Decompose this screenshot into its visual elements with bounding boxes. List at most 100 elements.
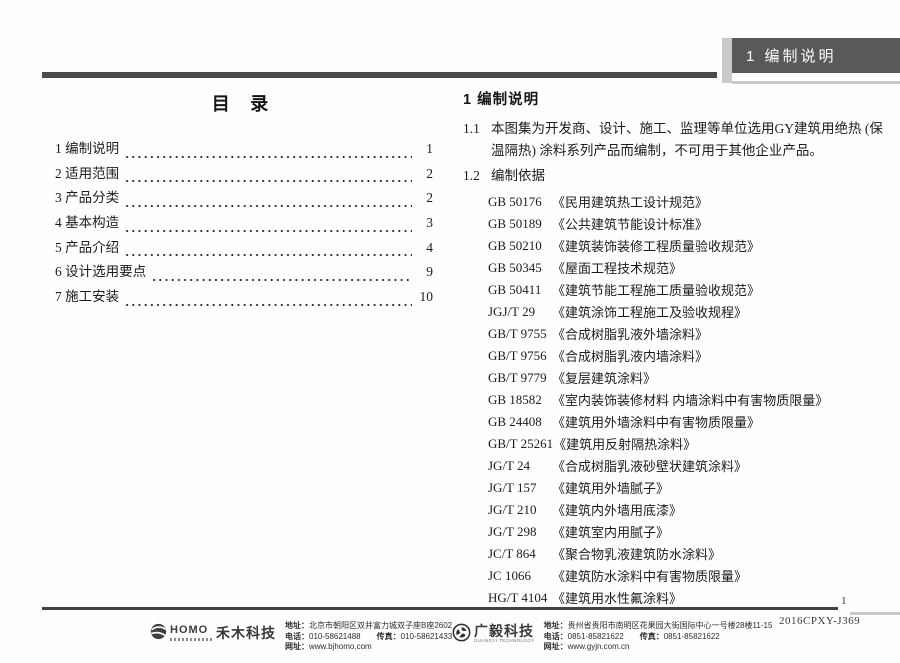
section-heading: 1 编制说明 [463, 92, 540, 108]
standard-title: 《建筑节能工程施工质量验收规范》 [552, 283, 761, 298]
toc-dot-leader [124, 148, 412, 162]
website-line: 网址：www.bjhomo.com [285, 642, 452, 653]
homo-logo-tagline [170, 638, 212, 641]
standard-title: 《公共建筑节能设计标准》 [552, 217, 709, 232]
toc-item: 4 基本构造 3 [55, 211, 433, 236]
toc-item-label: 6 设计选用要点 [55, 264, 147, 280]
standard-title: 《复层建筑涂料》 [552, 371, 657, 386]
standard-row: GB 50210 《建筑装饰装修工程质量验收规范》 [488, 235, 888, 257]
standard-row: HG/T 4104 《建筑用水性氟涂料》 [488, 587, 888, 609]
clause-1-1: 1.1 本图集为开发商、设计、施工、监理等单位选用GY建筑用绝热 (保温隔热) … [463, 118, 888, 161]
guangyi-logo: 广毅科技 GUANGYI TECHNOLOGY [452, 621, 535, 647]
toc-item-page: 10 [419, 289, 434, 305]
address-label: 地址： [543, 621, 568, 630]
toc-item-label: 1 编制说明 [55, 141, 120, 156]
footer-divider-rule [42, 607, 838, 610]
standard-code: JGJ/T 29 [488, 303, 536, 319]
standard-title: 《合成树脂乳液内墙涂料》 [552, 349, 709, 364]
standard-code: JC/T 864 [488, 545, 536, 561]
website-line: 网址：www.gyjn.com.cn [544, 642, 773, 653]
phone-fax-line: 电话：010-58621488 传真：010-58621433 [285, 632, 452, 643]
footer-company-guangyi: 广毅科技 GUANGYI TECHNOLOGY 地址：贵州省贵阳市南明区花果园大… [452, 621, 772, 653]
standard-code: GB 24408 [488, 413, 542, 429]
standard-row: JC/T 864 《聚合物乳液建筑防水涂料》 [488, 543, 888, 565]
standard-row: GB/T 9756 《合成树脂乳液内墙涂料》 [488, 345, 888, 367]
fax-label: 传真： [376, 631, 401, 641]
standard-code: HG/T 4104 [488, 589, 548, 605]
standard-title: 《屋面工程技术规范》 [552, 261, 683, 276]
guangyi-logo-caption: GUANGYI TECHNOLOGY [474, 638, 535, 644]
top-divider-rule-shadow [732, 81, 900, 84]
clause-text: 本图集为开发商、设计、施工、监理等单位选用GY建筑用绝热 (保温隔热) 涂料系列… [491, 121, 883, 158]
standard-row: GB/T 9779 《复层建筑涂料》 [488, 367, 888, 389]
address-value: 贵州省贵阳市南明区花果园大街国际中心一号楼28楼11-15 [567, 621, 773, 630]
standard-title: 《建筑用反射隔热涂料》 [553, 437, 697, 452]
homo-wordmark: HOMO [170, 625, 212, 641]
standard-code: GB/T 9756 [488, 347, 547, 363]
fax-value: 0851-85821622 [663, 631, 720, 641]
toc-item-label: 7 施工安装 [55, 289, 120, 305]
toc-item-page: 3 [426, 215, 433, 231]
fax-value: 010-58621433 [400, 631, 453, 641]
standard-row: JG/T 210 《建筑内外墙用底漆》 [488, 499, 888, 521]
standard-row: JG/T 298 《建筑室内用腻子》 [488, 521, 888, 543]
standard-code: GB 50189 [488, 215, 542, 231]
address-value: 北京市朝阳区双井富力城双子座B座2602 [309, 621, 453, 630]
guangyi-swirl-icon [452, 623, 471, 647]
website-value: www.gyjn.com.cn [567, 642, 630, 651]
phone-value: 0851-85821622 [567, 631, 624, 641]
homo-globe-icon [150, 623, 167, 645]
standard-title: 《室内装饰装修材料 内墙涂料中有害物质限量》 [552, 393, 829, 408]
toc-item: 5 产品介绍 4 [55, 236, 433, 261]
standard-row: GB 50176 《民用建筑热工设计规范》 [488, 191, 888, 213]
guangyi-wordmark: 广毅科技 GUANGYI TECHNOLOGY [474, 624, 535, 644]
standard-code: JG/T 210 [488, 501, 537, 517]
homo-contact-block: 地址：北京市朝阳区双井富力城双子座B座2602 电话：010-58621488 传… [285, 621, 452, 653]
standard-row: GB 24408 《建筑用外墙涂料中有害物质限量》 [488, 411, 888, 433]
toc-item-page: 2 [426, 165, 433, 181]
toc-dot-leader [124, 296, 412, 310]
standard-code: GB 18582 [488, 391, 542, 407]
clause-text: 编制依据 [491, 168, 545, 183]
standard-row: GB/T 9755 《合成树脂乳液外墙涂料》 [488, 323, 888, 345]
standard-row: JG/T 24 《合成树脂乳液砂壁状建筑涂料》 [488, 455, 888, 477]
standard-code: GB/T 9779 [488, 369, 547, 385]
clause-number: 1.2 [463, 168, 480, 183]
standard-title: 《建筑防水涂料中有害物质限量》 [552, 569, 748, 584]
section-header-label: 1 编制说明 [746, 48, 837, 65]
homo-company-name: 禾木科技 [216, 625, 276, 641]
standard-code: JG/T 24 [488, 457, 531, 473]
toc-item-page: 9 [426, 264, 433, 280]
toc-item-label: 4 基本构造 [55, 215, 120, 231]
website-label: 网址： [285, 642, 309, 651]
toc-item-label: 5 产品介绍 [55, 239, 120, 255]
phone-fax-line: 电话：0851-85821622 传真：0851-85821622 [544, 632, 773, 643]
standard-row: GB 50345 《屋面工程技术规范》 [488, 257, 888, 279]
toc-list: 1 编制说明 1 2 适用范围 2 3 产品分类 2 4 基本构造 3 5 产品… [55, 137, 433, 310]
standard-code: GB 50411 [488, 281, 542, 297]
toc-item: 6 设计选用要点 9 [55, 260, 433, 286]
standard-row: JG/T 157 《建筑用外墙腻子》 [488, 477, 888, 499]
clause-number: 1.1 [463, 121, 480, 136]
standard-title: 《聚合物乳液建筑防水涂料》 [552, 547, 722, 562]
header-tab-shadow [722, 38, 732, 83]
standard-title: 《建筑内外墙用底漆》 [552, 503, 683, 518]
standard-code: GB 50345 [488, 259, 542, 275]
toc-dot-leader [124, 222, 412, 236]
phone-value: 010-58621488 [309, 631, 361, 641]
standard-code: JC 1066 [488, 567, 531, 583]
standard-code: JG/T 157 [488, 479, 537, 495]
standard-code: JG/T 298 [488, 523, 537, 539]
standard-row: GB 50189 《公共建筑节能设计标准》 [488, 213, 888, 235]
standard-row: GB 50411 《建筑节能工程施工质量验收规范》 [488, 279, 888, 301]
toc-item-page: 1 [426, 141, 433, 156]
standard-title: 《建筑用外墙腻子》 [552, 481, 670, 496]
standard-title: 《建筑装饰装修工程质量验收规范》 [552, 239, 761, 254]
standard-title: 《建筑室内用腻子》 [552, 525, 670, 540]
standard-code: GB/T 25261 [488, 435, 554, 451]
page-number: 1 [841, 595, 847, 607]
section-header-tab: 1 编制说明 [732, 38, 900, 73]
standards-list: GB 50176 《民用建筑热工设计规范》 GB 50189 《公共建筑节能设计… [488, 191, 888, 609]
toc-dot-leader [124, 247, 412, 261]
